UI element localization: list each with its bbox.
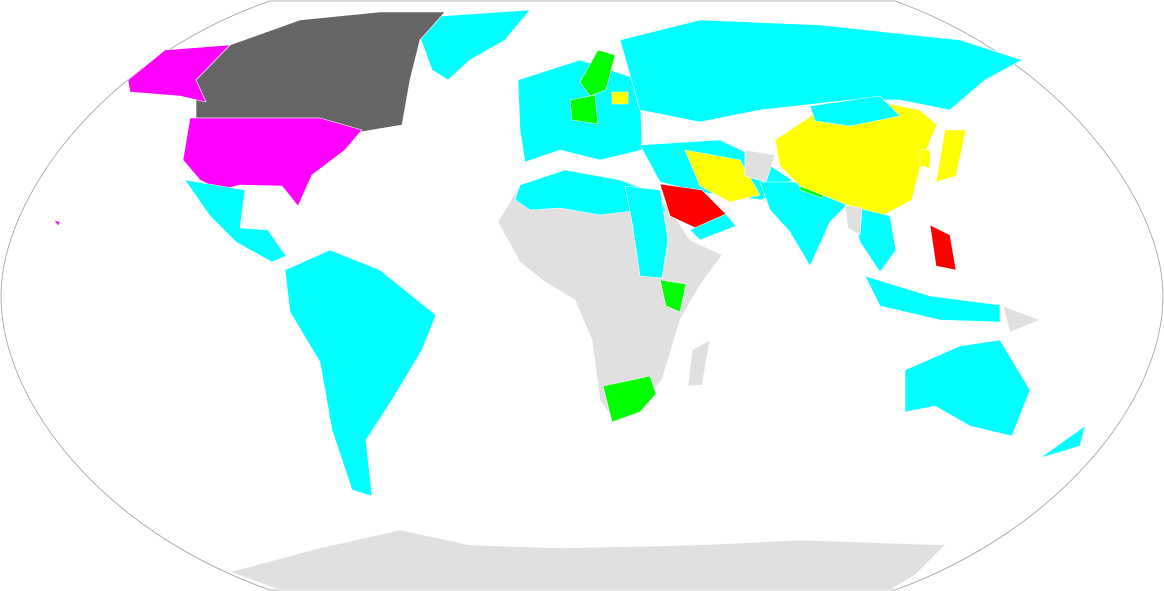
- region-iran: [684, 149, 761, 203]
- region-greenland: [412, 9, 531, 81]
- region-southeast-asia: [849, 205, 897, 273]
- region-madagascar: [687, 339, 711, 387]
- region-mongolia: [809, 95, 901, 127]
- region-scandinavia: [579, 49, 616, 97]
- region-australia: [904, 339, 1031, 437]
- region-mexico-central-america: [184, 179, 287, 263]
- region-antarctica: [229, 529, 946, 591]
- region-south-africa: [602, 375, 657, 423]
- region-papua-new-guinea: [1002, 305, 1041, 333]
- region-oman-yemen: [689, 213, 737, 241]
- region-hawaii: [53, 219, 61, 227]
- region-south-america: [284, 249, 437, 497]
- region-russia: [619, 19, 1023, 123]
- region-indonesia: [864, 275, 1001, 323]
- countries-layer: [53, 9, 1086, 591]
- region-korea: [919, 149, 931, 169]
- region-new-zealand: [1039, 425, 1086, 459]
- region-japan: [935, 129, 967, 183]
- region-philippines: [929, 224, 957, 271]
- region-germany: [569, 94, 599, 125]
- region-alaska: [127, 44, 231, 103]
- region-kenya: [659, 279, 687, 313]
- region-egypt-sudan: [624, 185, 669, 279]
- region-usa: [182, 117, 363, 207]
- region-poland: [611, 91, 629, 105]
- region-myanmar: [844, 204, 863, 236]
